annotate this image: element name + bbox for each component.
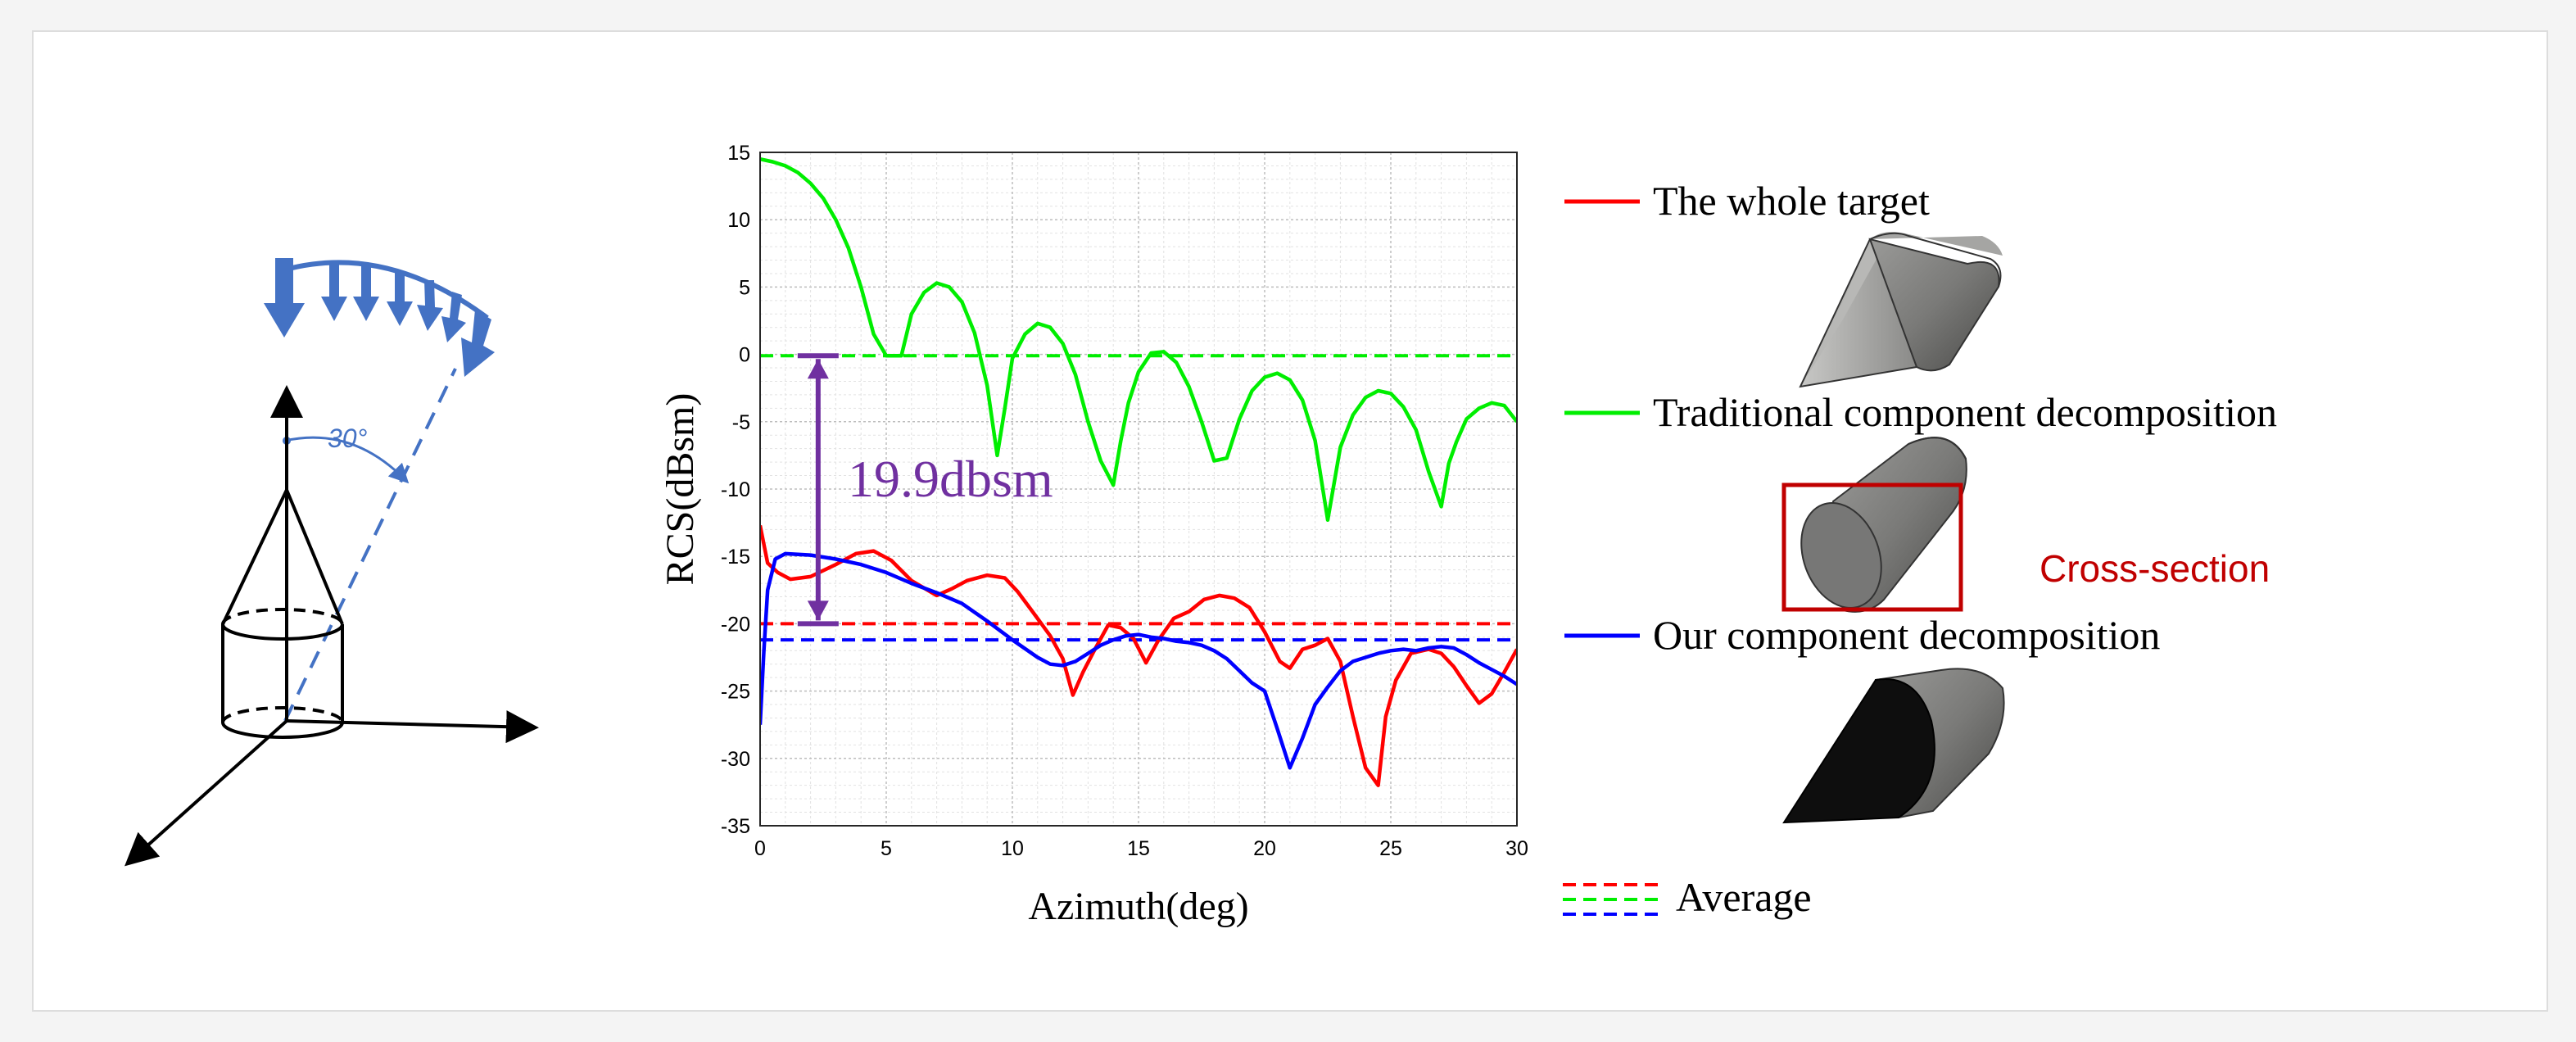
y-tick-labels: 15 10 5 0 -5 -10 -15 -20 -25 -30 -35 (721, 142, 750, 838)
cylinder-cone-shadowed-model-icon (1782, 668, 2005, 824)
chart: 0 5 10 15 20 25 30 151050-5-10-15-20-25-30-35 … (659, 142, 1528, 928)
annotation-arrowhead-bottom (807, 600, 829, 621)
x-axis-label: Azimuth(deg) (1028, 885, 1248, 928)
annotation-arrowhead-top (807, 359, 829, 379)
series-line-ours (760, 551, 1517, 770)
y-tick-label: -5 (732, 411, 750, 434)
geometry-panel: 30° (124, 258, 539, 867)
right-panel: Cross-section (1781, 232, 2270, 824)
legend-average-swatches (1563, 883, 1663, 916)
legend: The whole target Traditional component d… (1563, 178, 2277, 920)
legend-label-ours: Our component decomposition (1653, 612, 2160, 658)
y-axis-label: RCS(dBsm) (659, 393, 702, 586)
series-line-traditional (760, 156, 1517, 523)
legend-label-traditional: Traditional component decomposition (1653, 389, 2277, 435)
y-tick-label: 0 (739, 344, 750, 367)
xyz-axes-icon (124, 385, 539, 867)
y-tick-label: -10 (721, 478, 750, 501)
x-tick-label: 15 (1127, 837, 1150, 860)
y-tick-label: 15 (727, 142, 750, 165)
line-of-sight (283, 368, 457, 722)
angle-arc (284, 436, 410, 484)
x-tick-label: 0 (754, 837, 766, 860)
x-tick-label: 5 (881, 837, 892, 860)
y-tick-label: 5 (739, 276, 750, 299)
y-tick-label: -30 (721, 748, 750, 771)
cross-section-box (1781, 482, 1963, 612)
x-tick-label: 10 (1001, 837, 1024, 860)
cylinder-model-icon (1800, 437, 1967, 613)
x-tick-label: 30 (1505, 837, 1528, 860)
x-tick-labels: 0 5 10 15 20 25 30 (754, 837, 1528, 860)
cone-cylinder-model-icon (1799, 232, 2003, 388)
y-tick-label: -25 (721, 681, 750, 704)
y-tick-label: -15 (721, 546, 750, 569)
y-tick-label: 10 (727, 209, 750, 232)
angle-label: 30° (328, 424, 368, 453)
y-tick-label: -35 (721, 815, 750, 838)
difference-annotation (797, 353, 839, 627)
legend-label-average: Average (1676, 874, 1812, 920)
plot-border (759, 152, 1518, 827)
cross-section-label: Cross-section (2040, 547, 2270, 590)
series-line-whole (760, 524, 1517, 787)
x-tick-label: 25 (1379, 837, 1402, 860)
incident-wave-arrows-icon (264, 258, 495, 377)
y-tick-label: -20 (721, 613, 750, 636)
legend-label-whole: The whole target (1653, 178, 1930, 224)
difference-label: 19.9dbsm (848, 450, 1053, 508)
x-tick-label: 20 (1253, 837, 1276, 860)
series-lines (760, 156, 1517, 787)
